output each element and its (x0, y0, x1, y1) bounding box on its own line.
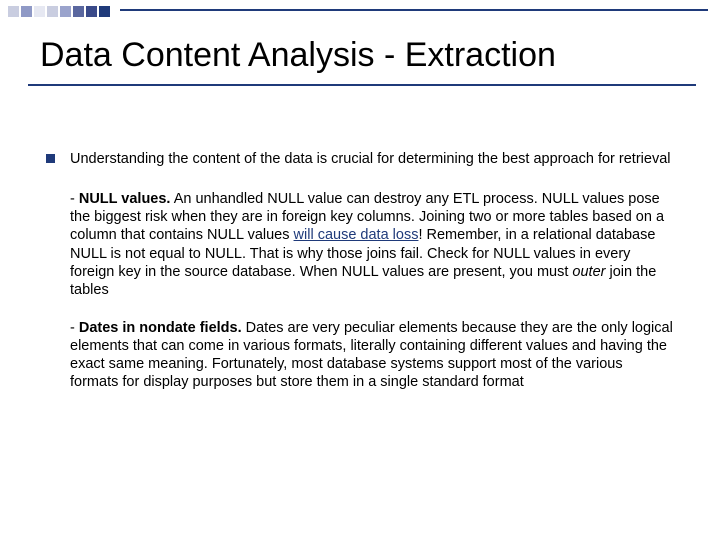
sub2-prefix: - (70, 320, 79, 336)
decor-square (60, 6, 71, 17)
sub2-lead: Dates in nondate fields. (79, 320, 242, 336)
sub1-outer: outer (572, 264, 605, 280)
bullet-marker-icon (46, 154, 55, 163)
decor-square (34, 6, 45, 17)
body-area: Understanding the content of the data is… (46, 150, 674, 411)
sub-bullet-dates: - Dates in nondate fields. Dates are ver… (70, 319, 674, 392)
decor-square (73, 6, 84, 17)
decor-square (21, 6, 32, 17)
decor-square (99, 6, 110, 17)
main-bullet: Understanding the content of the data is… (46, 150, 674, 168)
decor-square (86, 6, 97, 17)
sub1-prefix: - (70, 191, 79, 207)
decor-squares (8, 6, 110, 17)
decor-line (120, 9, 708, 11)
main-bullet-text: Understanding the content of the data is… (70, 150, 674, 168)
decor-square (47, 6, 58, 17)
slide: Data Content Analysis - Extraction Under… (0, 0, 720, 540)
sub-bullet-null-values: - NULL values. An unhandled NULL value c… (70, 190, 674, 299)
decor-square (8, 6, 19, 17)
sub1-lead: NULL values. (79, 191, 171, 207)
sub1-danger: will cause data loss (294, 227, 419, 243)
slide-title: Data Content Analysis - Extraction (40, 36, 690, 75)
title-underline (28, 84, 696, 86)
